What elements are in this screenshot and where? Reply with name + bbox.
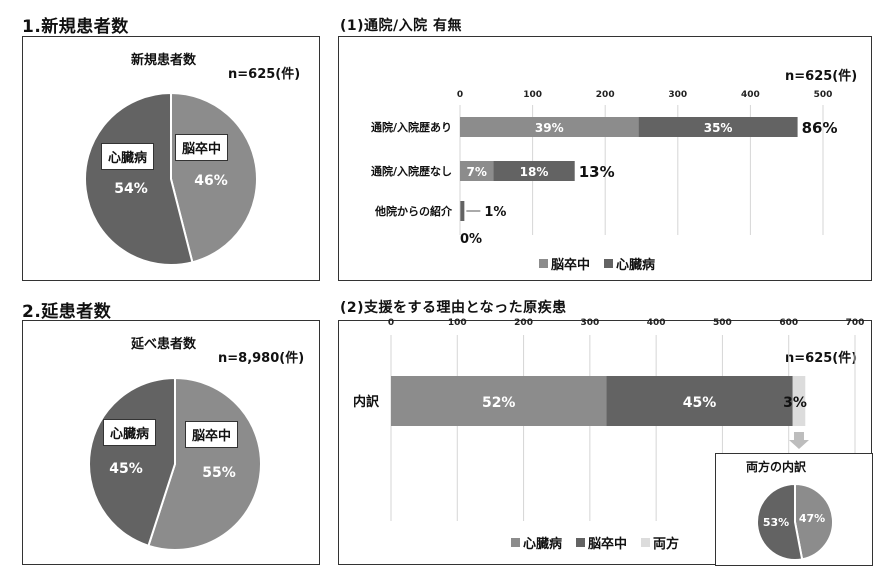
bar2-category-label: 内訳 (353, 394, 380, 410)
bar2-bar-2 (792, 376, 806, 426)
legend-swatch-heart (604, 259, 614, 268)
bar1-tick-label: 100 (523, 90, 542, 100)
down-arrow-icon (788, 432, 809, 449)
right-1-title: (1)通院/入院 有無 (340, 18, 463, 34)
bar1-bar-value-label: 39% (535, 121, 564, 135)
pie1-label-stroke: 脳卒中 (175, 134, 229, 161)
bar2-bar-value-label: 3% (783, 395, 807, 411)
bar1-bar-1-0 (638, 117, 798, 137)
bar2-tick-label: 300 (580, 318, 599, 328)
pie1-label-heart: 心臓病 (101, 143, 155, 170)
pie2-slice-0 (147, 376, 262, 551)
bar2-bar-0 (391, 376, 607, 426)
section-1-title: 1.新規患者数 (22, 17, 129, 37)
bar1-tick-label: 500 (814, 90, 833, 100)
legend-swatch-stroke2 (576, 538, 586, 547)
pie2-chart: 55% 45% (88, 376, 262, 551)
bar2-tick-label: 0 (388, 318, 394, 328)
bar1-n-label: n=625(件) (785, 69, 858, 84)
legend-heart-label: 心臓病 (616, 258, 656, 273)
both-breakdown-inset: 両方の内訳 47% 53% (715, 453, 873, 566)
bar2-tick-label: 700 (846, 318, 865, 328)
bar1-tick-label: 0 (457, 90, 463, 100)
bar2-chart: 0 100 200 300 400 500 600 700 内訳 52% 45% 3% (353, 318, 865, 521)
legend-swatch-heart2 (511, 538, 520, 547)
pie3-value-label-0: 47% (799, 512, 825, 525)
bar1-category-label: 通院/入院歴なし (371, 164, 452, 178)
pie2-label-heart: 心臓病 (103, 419, 157, 446)
pie3-chart: 47% 53% (756, 482, 834, 561)
bar1-bar-1-2 (460, 201, 465, 221)
pie2-title: 延べ患者数 (131, 337, 197, 352)
bar1-bar-value-label: 35% (704, 121, 733, 135)
bar1-total-label: 86% (802, 119, 838, 137)
legend-stroke2-label: 脳卒中 (588, 537, 628, 552)
bar1-bar-value-label: 7% (467, 165, 487, 179)
bar1-bar-0-1 (460, 161, 494, 181)
pie3-title: 両方の内訳 (746, 460, 807, 474)
bar2-tick-label: 100 (448, 318, 467, 328)
pie3-slice-1 (756, 482, 804, 561)
pie1-value-label-1: 54% (114, 181, 148, 197)
bar1-bar-1-1 (493, 161, 575, 181)
legend-stroke-label: 脳卒中 (551, 258, 591, 273)
legend-heart2-label: 心臓病 (523, 537, 563, 552)
pie1-chart: 46% 54% (84, 91, 258, 266)
total-patients-panel: 延べ患者数 n=8,980(件) 55% 45% 脳卒中 心臓病 (22, 320, 320, 565)
bar1-category-label: 他院からの紹介 (374, 204, 453, 218)
bar1-bar-0-0 (460, 117, 639, 137)
bar2-tick-label: 200 (514, 318, 533, 328)
bar2-tick-label: 500 (713, 318, 732, 328)
pie3-slice-0 (794, 482, 834, 561)
pie2-n-label: n=8,980(件) (218, 351, 305, 366)
bar1-bar-0-2 (460, 201, 461, 221)
bar2-n-label: n=625(件) (785, 351, 858, 366)
bar1-chart: 0 100 200 300 400 500 通院/入院歴あり 39% 35% 86% 通院/入院歴な… (371, 90, 838, 247)
pie1-n-label: n=625(件) (228, 67, 301, 82)
bar1-tick-label: 400 (741, 90, 760, 100)
disease-reason-panel: n=625(件) 0 100 200 300 400 500 600 700 内訳 52% 45% 3… (338, 318, 873, 566)
legend-swatch-both (641, 538, 651, 547)
pie2-label-stroke: 脳卒中 (185, 421, 239, 448)
bar2-legend: 心臓病 脳卒中 両方 (511, 533, 679, 552)
bar1-bar-value-label: 18% (520, 165, 549, 179)
bar1-zero-label: 0% (460, 232, 482, 247)
legend-swatch-stroke (539, 259, 548, 268)
legend-both-label: 両方 (653, 537, 680, 552)
bar2-bar-1 (606, 376, 793, 426)
bar1-legend: 脳卒中 心臓病 (539, 254, 655, 273)
visit-status-panel: n=625(件) 0 100 200 300 400 500 通院/入院歴あり 39% 35% 8… (338, 36, 872, 281)
bar1-tick-label: 200 (596, 90, 615, 100)
bar2-tick-label: 600 (779, 318, 798, 328)
right-2-title: (2)支援をする理由となった原疾患 (340, 300, 567, 316)
pie1-title: 新規患者数 (131, 53, 197, 68)
bar1-total-label: 1% (484, 205, 506, 220)
bar2-bar-value-label: 45% (683, 395, 717, 411)
bar2-tick-label: 400 (647, 318, 666, 328)
new-patients-panel: 新規患者数 n=625(件) 46% 54% 脳卒中 心臓病 (22, 36, 320, 281)
pie1-slice-1 (84, 91, 194, 266)
bar1-category-label: 通院/入院歴あり (371, 120, 452, 134)
pie1-value-label-0: 46% (194, 173, 228, 189)
bar1-tick-label: 300 (668, 90, 687, 100)
pie2-value-label-0: 55% (202, 465, 236, 481)
pie3-value-label-1: 53% (763, 516, 789, 529)
bar1-total-label: 13% (579, 163, 615, 181)
section-2-title: 2.延患者数 (22, 302, 112, 322)
bar2-bar-value-label: 52% (482, 395, 516, 411)
pie2-value-label-1: 45% (109, 461, 143, 477)
